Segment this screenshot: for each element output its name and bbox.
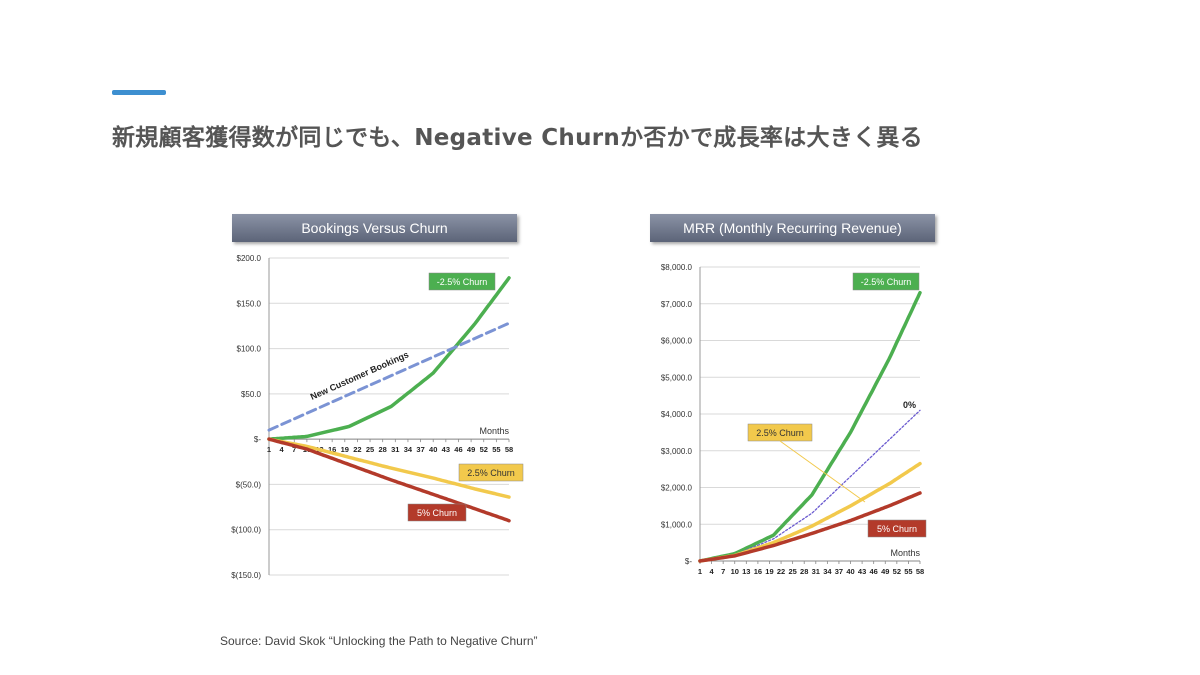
bookings-y-tick-label: $(150.0) [231,571,261,580]
mrr-y-tick-label: $4,000.0 [661,410,693,419]
mrr-x-tick-label: 4 [709,567,714,576]
bookings-y-tick-label: $150.0 [237,299,262,308]
mrr-y-tick-label: $7,000.0 [661,300,693,309]
bookings-x-tick-label: 28 [379,445,387,454]
bookings-y-tick-label: $200.0 [237,254,262,263]
bookings-chart-title: Bookings Versus Churn [232,214,517,242]
mrr-x-tick-label: 13 [742,567,750,576]
bookings-x-tick-label: 49 [467,445,475,454]
bookings-series-label-box-3 [407,503,467,522]
bookings-x-tick-label: 37 [416,445,424,454]
bookings-series-label-box-2 [458,463,524,482]
mrr-x-tick-label: 19 [765,567,773,576]
mrr-x-tick-label: 22 [777,567,785,576]
mrr-x-tick-label: 37 [835,567,843,576]
mrr-y-tick-label: $- [685,557,692,566]
bookings-x-tick-label: 34 [404,445,413,454]
bookings-x-tick-label: 16 [328,445,336,454]
mrr-y-tick-label: $6,000.0 [661,337,693,346]
mrr-series-label-box-0 [852,272,920,291]
bookings-series-line-2 [267,437,511,499]
bookings-y-tick-label: $100.0 [237,345,262,354]
bookings-x-tick-label: 40 [429,445,437,454]
bookings-chart-svg: $200.0 $150.0 $100.0 $50.0 $- $(50.0) $(100.0)… [231,254,524,580]
mrr-y-tick-label: $5,000.0 [661,373,693,382]
bookings-series-label-0: -2.5% Churn [437,277,488,287]
bookings-series-line-3 [267,437,511,523]
bookings-y-tick-label: $(100.0) [231,526,261,535]
mrr-x-tick-label: 55 [904,567,912,576]
mrr-x-tick-label: 10 [731,567,739,576]
bookings-series-label-2: 2.5% Churn [467,468,515,478]
bookings-x-tick-label: 22 [353,445,361,454]
bookings-series-line-0 [267,276,511,441]
mrr-series-label-3: 5% Churn [877,524,917,534]
mrr-x-tick-label: 25 [788,567,796,576]
slide-title: 新規顧客獲得数が同じでも、Negative Churnか否かで成長率は大きく異る [112,125,923,151]
mrr-x-tick-label: 16 [754,567,762,576]
mrr-chart: MRR (Monthly Recurring Revenue) $8,000.0… [640,210,940,600]
mrr-series-line-3 [698,491,922,563]
accent-bar [112,90,166,95]
mrr-series-label-0: -2.5% Churn [861,277,912,287]
mrr-series-label-1: 0% [903,400,916,410]
bookings-x-axis-title: Months [479,426,509,436]
bookings-x-tick-label: 43 [442,445,450,454]
bookings-chart: Bookings Versus Churn $200.0 $150.0 $100.0… [222,210,532,600]
mrr-x-tick-label: 52 [893,567,901,576]
bookings-x-tick-label: 4 [280,445,285,454]
bookings-x-tick-label: 7 [292,445,296,454]
mrr-series-label-box-3 [867,519,927,538]
mrr-series-label-leader-2 [779,440,866,503]
bookings-series-label-3: 5% Churn [417,508,457,518]
mrr-x-tick-label: 34 [823,567,832,576]
bookings-y-tick-label: $(50.0) [236,480,262,489]
bookings-y-tick-label: $50.0 [241,390,262,399]
mrr-x-tick-label: 28 [800,567,808,576]
bookings-x-tick-label: 58 [505,445,513,454]
mrr-chart-title: MRR (Monthly Recurring Revenue) [650,214,935,242]
bookings-x-tick-label: 46 [454,445,462,454]
bookings-y-tick-label: $- [254,435,261,444]
mrr-x-tick-label: 7 [721,567,725,576]
mrr-x-tick-label: 31 [812,567,820,576]
mrr-y-tick-label: $8,000.0 [661,263,693,272]
mrr-series-line-2 [698,461,922,563]
mrr-y-tick-label: $3,000.0 [661,447,693,456]
mrr-x-tick-label: 40 [846,567,854,576]
bookings-series-line-1 [267,321,511,432]
bookings-x-tick-label: 55 [492,445,500,454]
mrr-x-tick-label: 58 [916,567,924,576]
bookings-x-tick-label: 19 [341,445,349,454]
mrr-chart-svg: $8,000.0 $7,000.0 $6,000.0 $5,000.0 $4,000.0… [661,263,927,576]
mrr-series-label-2: 2.5% Churn [756,428,804,438]
bookings-x-tick-label: 31 [391,445,399,454]
bookings-x-tick-label: 52 [480,445,488,454]
mrr-y-tick-label: $1,000.0 [661,520,693,529]
mrr-x-tick-label: 1 [698,567,702,576]
mrr-x-axis-title: Months [890,548,920,558]
mrr-x-tick-label: 43 [858,567,866,576]
mrr-series-line-0 [698,290,922,563]
mrr-y-tick-label: $2,000.0 [661,484,693,493]
bookings-x-tick-label: 25 [366,445,374,454]
source-citation: Source: David Skok “Unlocking the Path t… [220,634,538,648]
bookings-series-label-box-0 [428,272,496,291]
bookings-x-tick-label: 1 [267,445,271,454]
mrr-x-tick-label: 46 [870,567,878,576]
mrr-x-tick-label: 49 [881,567,889,576]
